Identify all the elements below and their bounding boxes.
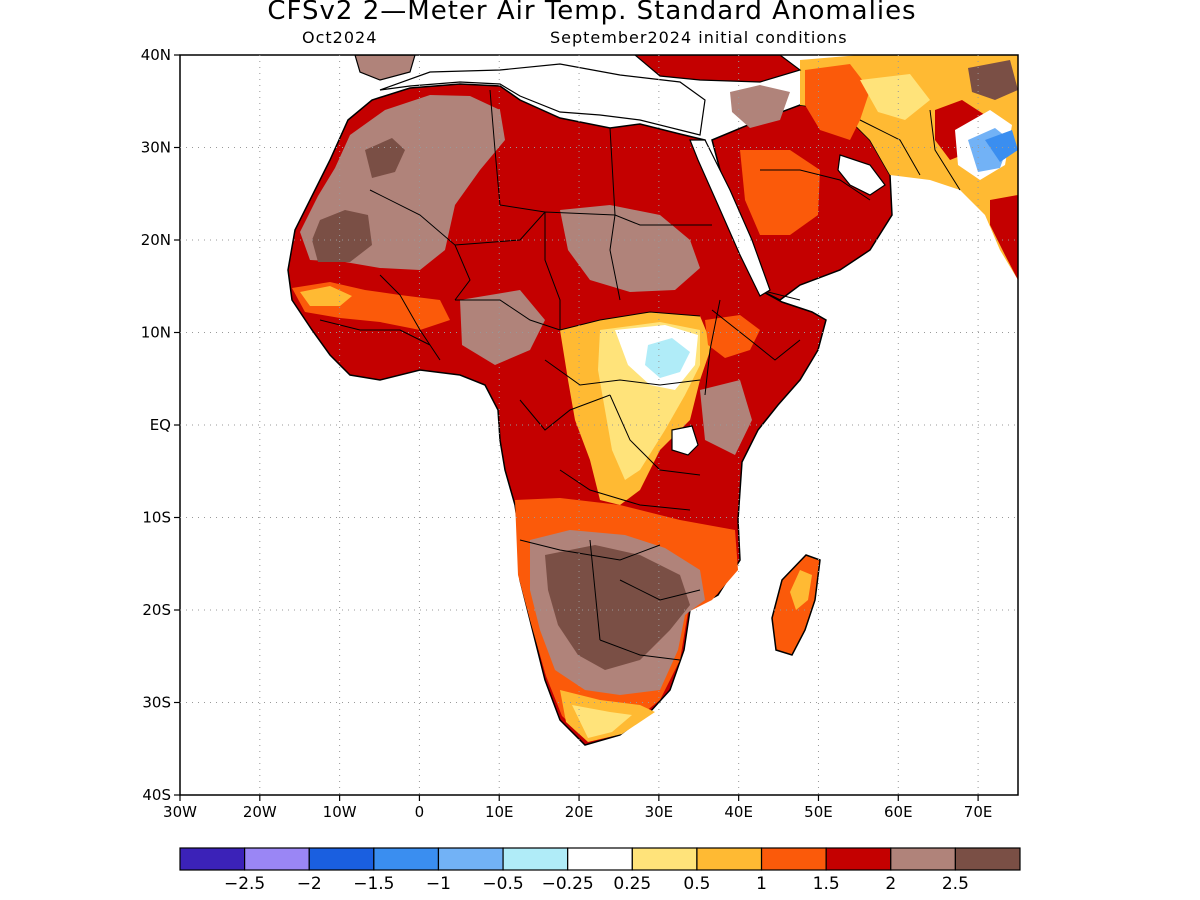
axis-ticks — [174, 54, 979, 801]
colorbar-label: 0.5 — [683, 874, 710, 894]
anomaly-patch — [805, 64, 870, 140]
colorbar-label: −1 — [426, 874, 451, 894]
map-title: CFSv2 2—Meter Air Temp. Standard Anomali… — [267, 0, 917, 26]
lon-tick-label: 50E — [804, 803, 833, 821]
lon-tick-label: 0 — [415, 803, 425, 821]
colorbar-label: 1.5 — [813, 874, 840, 894]
lat-tick-label: 40N — [141, 46, 171, 64]
anomaly-patch — [545, 545, 690, 670]
lon-tick-label: 10W — [323, 803, 357, 821]
forecast-month: Oct2024 — [302, 28, 378, 47]
anomaly-field — [287, 55, 1018, 746]
longitude-labels: 30W 20W 10W 0 10E 20E 30E 40E 50E 60E 70E — [163, 803, 992, 821]
lat-tick-label: 30S — [142, 694, 171, 712]
anomaly-patch — [572, 705, 632, 738]
colorbar-swatch — [567, 847, 633, 871]
lat-tick-label: 30N — [141, 139, 171, 157]
colorbar-swatch — [308, 847, 375, 871]
colorbar-swatch — [437, 847, 504, 871]
colorbar-label: 2.5 — [942, 874, 969, 894]
anomaly-patch — [560, 205, 700, 292]
anomaly-patch — [730, 85, 790, 128]
colorbar-label: −2 — [297, 874, 322, 894]
anomaly-patch — [705, 315, 760, 358]
lon-tick-label: 30E — [645, 803, 674, 821]
anomaly-patch — [860, 74, 930, 120]
colorbar-swatch — [696, 847, 763, 871]
anomaly-patch — [968, 60, 1018, 100]
lat-tick-label: 20S — [142, 601, 171, 619]
colorbar-label: −2.5 — [224, 874, 265, 894]
lat-tick-label: 40S — [142, 786, 171, 804]
colorbar-swatch — [502, 847, 569, 871]
colorbar-swatch — [760, 847, 827, 871]
lon-tick-label: 70E — [964, 803, 993, 821]
anomaly-patch — [460, 290, 545, 365]
lon-tick-label: 30W — [163, 803, 197, 821]
anomaly-patch — [645, 338, 690, 378]
colorbar-label: 1 — [756, 874, 767, 894]
colorbar-label: 2 — [885, 874, 896, 894]
colorbar-swatch — [954, 847, 1021, 871]
colorbar-swatch — [825, 847, 892, 871]
anomaly-patch — [700, 380, 752, 455]
lon-tick-label: 10E — [485, 803, 514, 821]
lon-tick-label: 60E — [884, 803, 913, 821]
mediterranean-sea — [379, 63, 706, 136]
anomaly-patch — [990, 195, 1018, 280]
europe-landmass — [634, 55, 802, 83]
lon-tick-label: 20E — [565, 803, 594, 821]
colorbar-label: −1.5 — [353, 874, 394, 894]
initial-conditions: September2024 initial conditions — [550, 28, 848, 47]
colorbar-swatch — [179, 847, 246, 871]
latitude-labels: 40N 30N 20N 10N EQ 10S 20S 30S 40S — [141, 46, 171, 804]
colorbar-swatch — [244, 847, 310, 871]
red-sea — [689, 139, 771, 297]
colorbar-swatch — [890, 847, 956, 871]
anomaly-patch — [985, 130, 1018, 162]
lon-tick-label: 20W — [243, 803, 277, 821]
lon-tick-label: 40E — [724, 803, 753, 821]
colorbar-label: 0.25 — [613, 874, 651, 894]
lat-tick-label: 10N — [141, 324, 171, 342]
anomaly-patch — [300, 286, 352, 306]
lake-victoria — [671, 425, 699, 456]
country-borders — [319, 89, 961, 661]
colorbar-label: −0.5 — [482, 874, 523, 894]
anomaly-patch — [740, 150, 820, 235]
colorbar — [179, 847, 1021, 871]
europe-landmass — [354, 55, 416, 81]
lat-tick-label: 20N — [141, 231, 171, 249]
lat-tick-label: 10S — [142, 509, 171, 527]
anomaly-patch — [790, 570, 812, 610]
lat-tick-label: EQ — [150, 416, 171, 434]
colorbar-swatch — [373, 847, 440, 871]
persian-gulf — [837, 154, 886, 196]
anomaly-patch — [365, 138, 405, 178]
colorbar-swatch — [631, 847, 698, 871]
colorbar-labels: −2.5 −2 −1.5 −1 −0.5 −0.25 0.25 0.5 1 1.5 2 2.5 — [224, 874, 969, 894]
anomaly-patch — [312, 210, 372, 262]
colorbar-label: −0.25 — [542, 874, 594, 894]
